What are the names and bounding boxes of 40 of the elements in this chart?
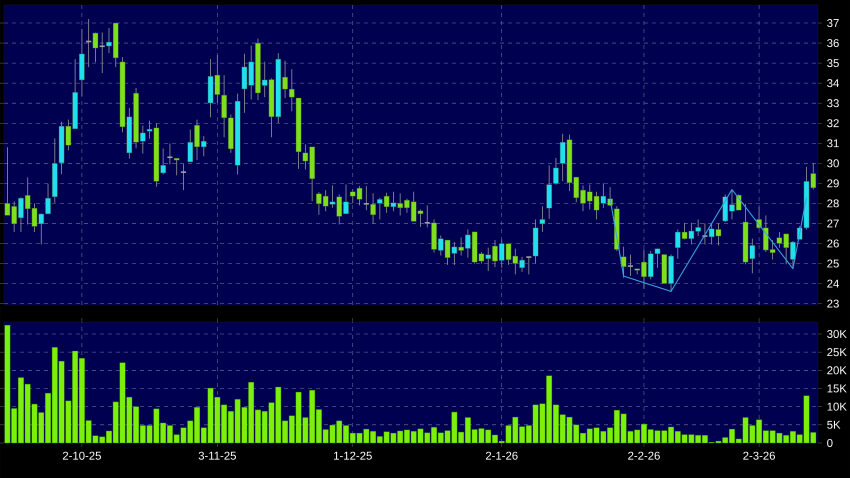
y-tick-label: 36 (827, 39, 839, 48)
y-tick-label: 33 (827, 99, 839, 108)
y-tick-label: 28 (827, 199, 839, 208)
candlestick (180, 164, 187, 191)
candlestick (98, 32, 106, 74)
candlestick (85, 18, 92, 68)
y-tick-label: 20K (827, 366, 847, 374)
y-tick-label: 29 (827, 179, 839, 188)
y-tick-label: 34 (827, 79, 839, 88)
y-tick-label: 26 (827, 239, 839, 248)
y-tick-label: 24 (827, 280, 839, 288)
x-tick-label: 2-2-26 (628, 452, 660, 460)
y-tick-label: 30 (827, 159, 839, 168)
candlestick (546, 164, 552, 220)
candlestick (424, 204, 431, 228)
y-tick-label: 25 (827, 260, 839, 268)
candlestick (553, 157, 559, 185)
x-tick-label: 2-3-26 (743, 452, 775, 460)
x-tick-label: 3-11-25 (198, 452, 236, 460)
candlestick (540, 206, 546, 232)
x-tick-label: 2-1-26 (486, 452, 518, 460)
y-tick-label: 0 (827, 438, 833, 447)
y-tick-label: 31 (827, 139, 839, 148)
y-tick-label: 30K (827, 330, 847, 338)
x-tick-label: 2-10-25 (62, 452, 101, 460)
candlestick (362, 186, 370, 211)
y-tick-label: 10K (828, 402, 847, 411)
x-tick-label: 1-12-25 (334, 452, 372, 460)
candlestick (525, 256, 532, 275)
y-tick-label: 23 (827, 300, 839, 308)
candlestick (627, 254, 634, 276)
candlestick (174, 158, 180, 176)
y-tick-label: 37 (827, 19, 839, 28)
y-tick-label: 25K (827, 348, 847, 356)
y-tick-label: 5K (827, 420, 840, 429)
candlestick (166, 143, 174, 165)
y-tick-label: 32 (827, 119, 839, 128)
y-tick-label: 35 (827, 59, 839, 68)
y-tick-label: 15K (828, 384, 847, 392)
y-tick-label: 27 (827, 219, 839, 228)
